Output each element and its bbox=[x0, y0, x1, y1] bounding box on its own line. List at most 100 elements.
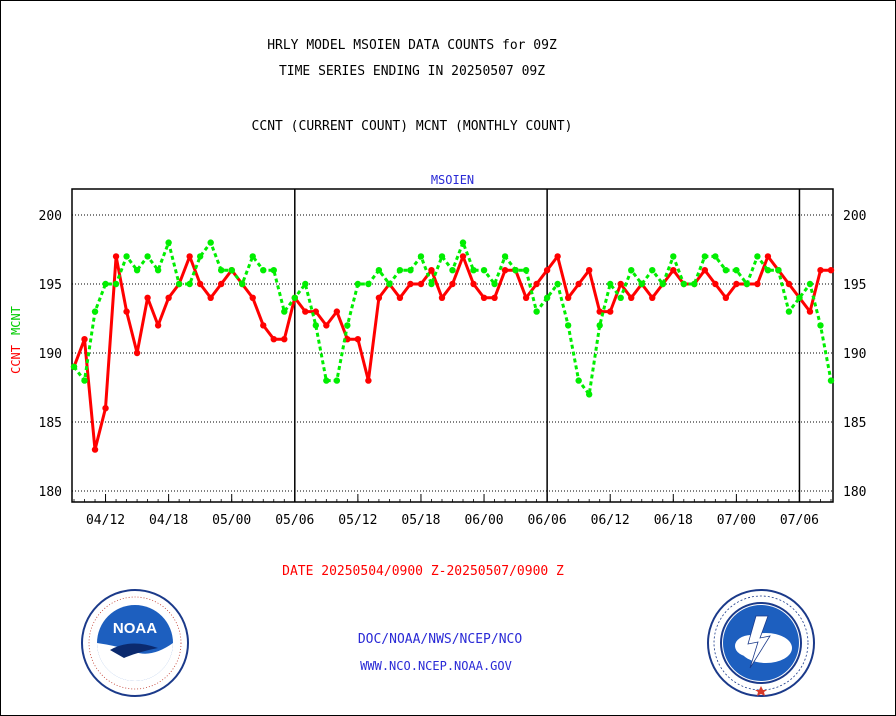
data-point-ccnt bbox=[123, 308, 130, 315]
data-point-mcnt bbox=[102, 280, 109, 288]
data-point-mcnt bbox=[91, 308, 99, 315]
date-range-label: DATE 20250504/0900 Z-20250507/0900 Z bbox=[282, 564, 564, 579]
data-point-mcnt bbox=[302, 280, 309, 288]
data-point-ccnt bbox=[670, 267, 677, 274]
data-point-mcnt bbox=[438, 253, 446, 260]
data-point-ccnt bbox=[428, 267, 435, 274]
data-point-ccnt bbox=[501, 267, 509, 274]
data-point-ccnt bbox=[533, 280, 540, 288]
data-point-ccnt bbox=[438, 294, 446, 301]
data-point-ccnt bbox=[260, 322, 267, 329]
data-point-ccnt bbox=[112, 253, 120, 260]
noaa-logo: NOAA bbox=[80, 588, 190, 702]
data-point-mcnt bbox=[638, 280, 645, 288]
x-tick-label: 05/12 bbox=[338, 513, 377, 528]
data-point-ccnt bbox=[459, 253, 467, 260]
x-tick-label: 06/00 bbox=[464, 513, 503, 528]
data-point-mcnt bbox=[417, 253, 425, 260]
data-point-mcnt bbox=[333, 377, 341, 384]
y-tick-label-left: 185 bbox=[39, 416, 62, 431]
y-tick-label-right: 195 bbox=[843, 278, 866, 293]
data-point-ccnt bbox=[754, 280, 761, 288]
data-point-ccnt bbox=[585, 267, 593, 274]
data-point-ccnt bbox=[249, 294, 256, 301]
y-tick-label-right: 185 bbox=[843, 416, 866, 431]
data-point-ccnt bbox=[323, 322, 330, 329]
data-point-mcnt bbox=[459, 239, 467, 246]
data-point-ccnt bbox=[764, 253, 772, 260]
chart-title-line1: HRLY MODEL MSOIEN DATA COUNTS for 09Z bbox=[267, 38, 557, 53]
data-point-ccnt bbox=[417, 280, 425, 288]
data-point-mcnt bbox=[249, 253, 256, 260]
x-tick-label: 05/00 bbox=[212, 513, 251, 528]
data-point-mcnt bbox=[712, 253, 719, 260]
data-point-mcnt bbox=[291, 294, 298, 301]
chart-title-line2: TIME SERIES ENDING IN 20250507 09Z bbox=[278, 64, 546, 79]
chart-title-line3: CCNT (CURRENT COUNT) MCNT (MONTHLY COUNT… bbox=[251, 119, 573, 134]
x-tick-label: 07/06 bbox=[780, 513, 819, 528]
data-point-ccnt bbox=[722, 294, 730, 301]
data-point-mcnt bbox=[396, 267, 404, 274]
data-point-mcnt bbox=[112, 280, 120, 288]
plot-frame bbox=[71, 188, 834, 503]
data-point-mcnt bbox=[344, 322, 351, 329]
data-point-mcnt bbox=[796, 294, 803, 301]
data-point-mcnt bbox=[239, 280, 246, 288]
data-point-mcnt bbox=[806, 280, 814, 288]
data-point-ccnt bbox=[564, 294, 572, 301]
data-point-mcnt bbox=[154, 267, 162, 274]
data-point-ccnt bbox=[628, 294, 635, 301]
data-point-ccnt bbox=[365, 377, 372, 384]
data-point-ccnt bbox=[91, 446, 99, 453]
data-point-ccnt bbox=[407, 280, 414, 288]
data-point-mcnt bbox=[543, 294, 551, 301]
data-point-ccnt bbox=[133, 349, 141, 357]
data-point-ccnt bbox=[785, 280, 793, 288]
x-tick-label: 06/18 bbox=[654, 513, 693, 528]
data-point-ccnt bbox=[470, 280, 477, 288]
data-point-mcnt bbox=[70, 363, 78, 370]
data-point-ccnt bbox=[827, 267, 835, 274]
data-point-mcnt bbox=[628, 267, 635, 274]
data-point-mcnt bbox=[217, 267, 225, 274]
data-point-mcnt bbox=[564, 322, 572, 329]
y-tick-label-right: 180 bbox=[843, 485, 866, 500]
data-point-mcnt bbox=[701, 253, 709, 260]
y-axis-label-mcnt: MCNT bbox=[9, 306, 23, 335]
y-tick-label-left: 190 bbox=[39, 347, 62, 362]
data-point-mcnt bbox=[491, 280, 498, 288]
x-tick-label: 07/00 bbox=[717, 513, 756, 528]
data-point-mcnt bbox=[722, 267, 730, 274]
data-point-ccnt bbox=[375, 294, 383, 301]
data-point-mcnt bbox=[449, 267, 456, 274]
data-point-ccnt bbox=[186, 253, 193, 260]
x-tick-label: 06/12 bbox=[591, 513, 630, 528]
data-point-mcnt bbox=[649, 267, 656, 274]
data-point-mcnt bbox=[470, 267, 477, 274]
data-point-ccnt bbox=[806, 308, 814, 315]
data-point-ccnt bbox=[196, 280, 204, 288]
data-point-ccnt bbox=[354, 336, 362, 343]
data-point-ccnt bbox=[333, 308, 341, 315]
org-line: DOC/NOAA/NWS/NCEP/NCO bbox=[357, 632, 523, 647]
y-tick-label-left: 195 bbox=[39, 278, 62, 293]
noaa-logo-text: NOAA bbox=[113, 620, 157, 637]
data-point-mcnt bbox=[659, 280, 666, 288]
data-point-mcnt bbox=[607, 280, 614, 288]
data-point-ccnt bbox=[554, 253, 561, 260]
data-point-ccnt bbox=[102, 405, 109, 412]
data-point-mcnt bbox=[281, 308, 288, 315]
data-point-mcnt bbox=[133, 267, 141, 274]
data-point-mcnt bbox=[827, 377, 835, 384]
y-tick-label-right: 190 bbox=[843, 347, 866, 362]
data-point-mcnt bbox=[522, 267, 530, 274]
data-point-mcnt bbox=[354, 280, 362, 288]
data-point-mcnt bbox=[617, 294, 624, 301]
data-point-mcnt bbox=[680, 280, 688, 288]
data-point-mcnt bbox=[733, 267, 740, 274]
data-point-ccnt bbox=[733, 280, 740, 288]
url-line: WWW.NCO.NCEP.NOAA.GOV bbox=[360, 659, 512, 673]
nws-logo bbox=[706, 588, 816, 702]
data-point-mcnt bbox=[260, 267, 267, 274]
